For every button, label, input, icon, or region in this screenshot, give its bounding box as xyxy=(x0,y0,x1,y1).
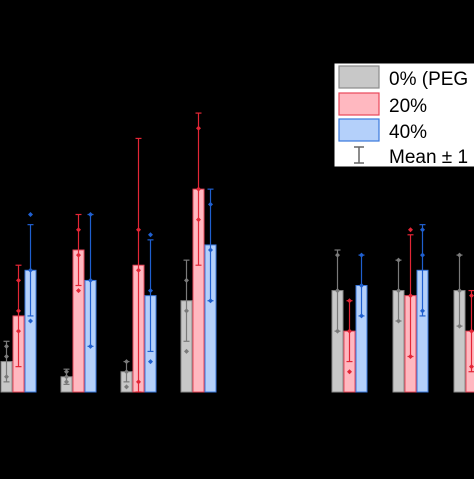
data-point-left-3-peg0-2 xyxy=(124,369,129,375)
data-point-right-1-peg20-3 xyxy=(347,298,352,304)
legend-label-peg0: 0% (PEG xyxy=(389,69,468,90)
data-point-right-2-peg20-2 xyxy=(408,293,413,299)
data-point-right-1-peg20-1 xyxy=(347,369,352,375)
bars-layer xyxy=(0,112,474,393)
data-point-right-2-peg0-2 xyxy=(396,288,401,294)
data-point-left-4-peg20-2 xyxy=(196,186,201,192)
data-point-right-2-peg0-3 xyxy=(396,257,401,263)
data-point-right-3-peg0-1 xyxy=(457,323,462,329)
data-point-left-4-peg40-3 xyxy=(208,201,213,207)
data-point-right-3-peg20-2 xyxy=(469,328,474,334)
data-point-right-1-peg40-2 xyxy=(359,283,364,288)
data-point-right-2-peg20-3 xyxy=(408,227,413,233)
data-point-left-4-peg20-3 xyxy=(196,125,201,131)
legend-label-errorbar: Mean ± 1 xyxy=(389,147,468,168)
legend-swatch-peg0 xyxy=(338,65,380,89)
data-point-left-1-peg0-2 xyxy=(4,354,9,359)
legend-swatch-peg40 xyxy=(338,118,380,142)
data-point-left-4-peg20-1 xyxy=(196,217,201,223)
data-point-left-2-peg40-1 xyxy=(88,343,93,349)
data-point-right-1-peg0-2 xyxy=(335,288,340,294)
data-point-left-1-peg20-2 xyxy=(16,308,21,314)
data-point-left-2-peg0-1 xyxy=(64,379,69,385)
data-point-left-3-peg40-1 xyxy=(148,359,153,365)
data-point-right-2-peg40-2 xyxy=(420,252,425,258)
data-point-left-1-peg40-2 xyxy=(28,267,33,273)
data-point-left-1-peg20-1 xyxy=(16,328,21,334)
data-point-left-3-peg40-3 xyxy=(148,232,153,238)
data-point-left-3-peg0-3 xyxy=(124,359,129,365)
data-point-left-1-peg40-3 xyxy=(28,212,33,217)
data-point-left-3-peg20-2 xyxy=(136,267,141,273)
data-point-left-1-peg0-3 xyxy=(4,343,9,349)
data-point-left-2-peg20-2 xyxy=(76,252,81,258)
data-point-right-2-peg40-3 xyxy=(420,227,425,233)
legend-errorbar-icon xyxy=(354,146,364,164)
legend-label-peg40: 40% xyxy=(389,122,427,143)
data-point-left-2-peg20-3 xyxy=(76,227,81,233)
data-point-left-3-peg20-3 xyxy=(136,227,141,233)
data-point-right-2-peg20-1 xyxy=(408,354,413,359)
data-point-left-4-peg0-2 xyxy=(184,308,189,314)
data-point-right-3-peg20-3 xyxy=(469,293,474,299)
data-point-left-2-peg0-2 xyxy=(64,374,69,380)
data-point-left-1-peg40-1 xyxy=(28,318,33,324)
bar-right-3-peg20 xyxy=(465,330,474,393)
data-point-left-3-peg40-2 xyxy=(148,288,153,294)
data-point-right-1-peg20-2 xyxy=(347,328,352,334)
data-point-left-3-peg20-1 xyxy=(136,379,141,385)
data-point-left-3-peg0-1 xyxy=(124,384,129,390)
data-point-right-1-peg40-1 xyxy=(359,313,364,319)
data-point-left-2-peg40-2 xyxy=(88,277,93,283)
data-point-right-3-peg0-3 xyxy=(457,252,462,258)
data-point-left-2-peg40-3 xyxy=(88,212,93,217)
legend-swatch-peg20 xyxy=(338,92,380,116)
legend-label-peg20: 20% xyxy=(389,96,427,117)
data-point-right-1-peg0-3 xyxy=(335,252,340,258)
data-point-right-3-peg20-1 xyxy=(469,364,474,370)
data-point-right-3-peg0-2 xyxy=(457,288,462,294)
data-point-left-2-peg0-3 xyxy=(64,369,69,375)
data-point-left-2-peg20-1 xyxy=(76,288,81,294)
data-point-right-1-peg40-3 xyxy=(359,252,364,258)
data-point-left-1-peg0-1 xyxy=(4,374,9,380)
data-point-left-4-peg0-1 xyxy=(184,348,189,354)
data-point-right-2-peg40-1 xyxy=(420,308,425,314)
data-point-left-1-peg20-3 xyxy=(16,277,21,283)
data-point-left-4-peg40-2 xyxy=(208,247,213,253)
data-point-right-1-peg0-1 xyxy=(335,328,340,334)
legend: 0% (PEG 20% 40% Mean ± 1 xyxy=(333,62,474,168)
data-point-left-4-peg0-3 xyxy=(184,277,189,283)
data-point-right-2-peg0-1 xyxy=(396,318,401,324)
data-point-left-4-peg40-1 xyxy=(208,298,213,304)
